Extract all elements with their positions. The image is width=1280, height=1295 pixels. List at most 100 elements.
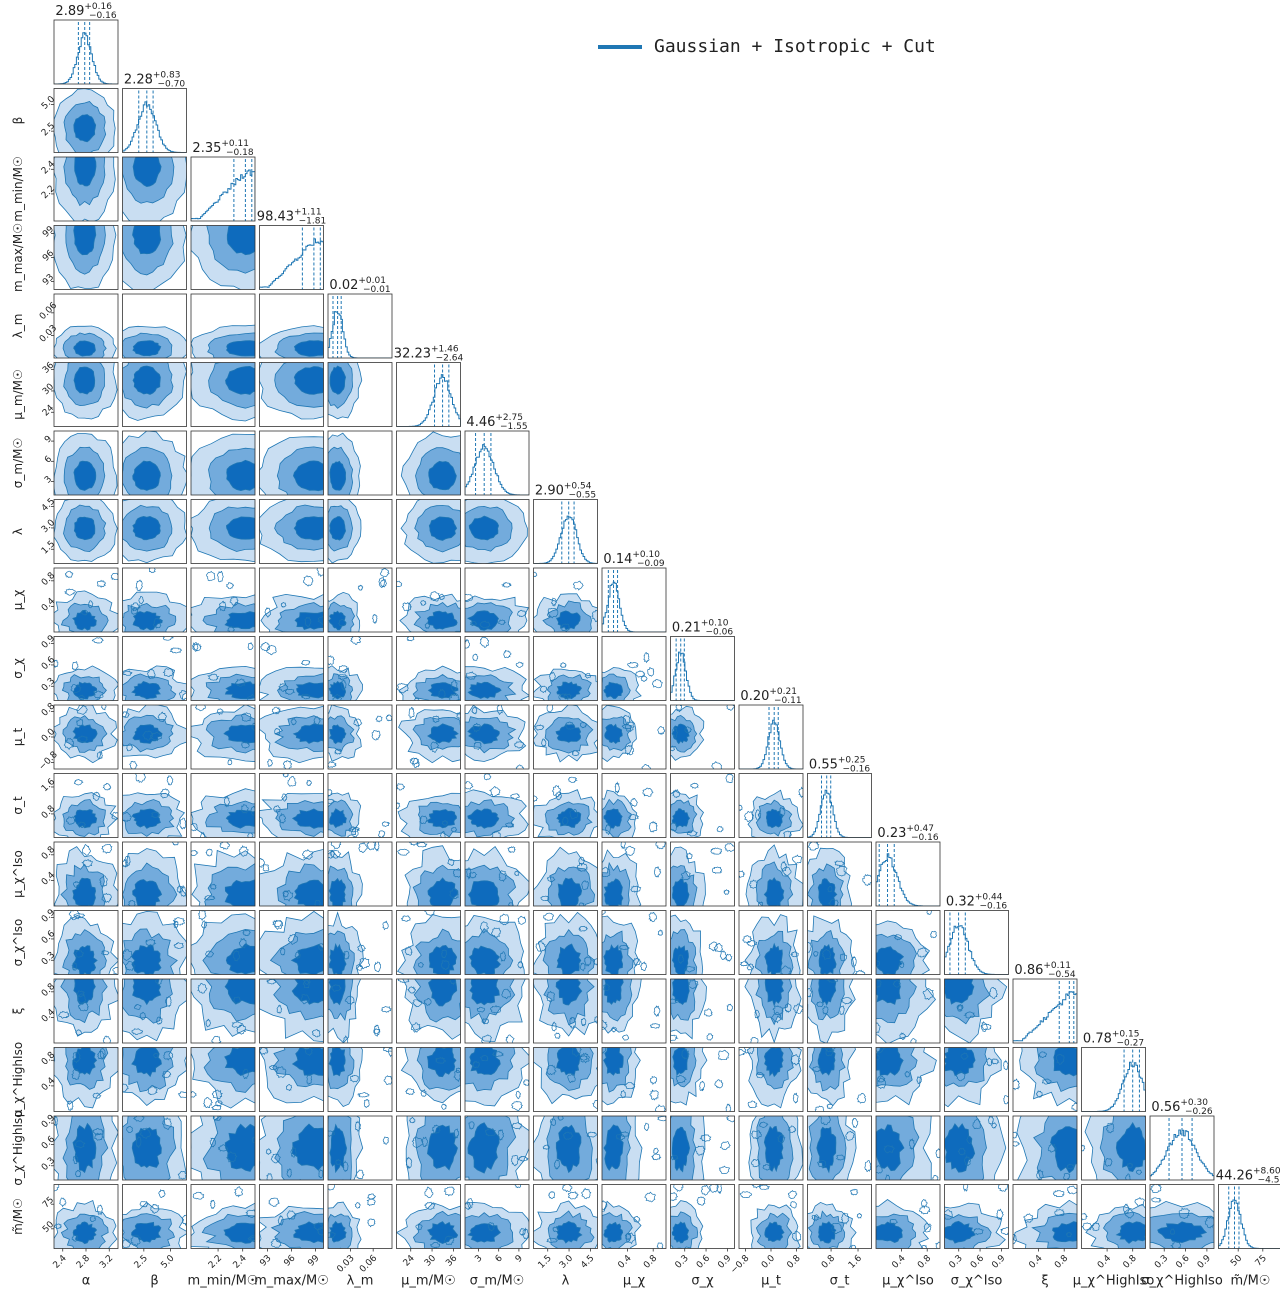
- contour-island: [989, 987, 998, 1000]
- contour-island: [191, 850, 199, 856]
- contour-island: [357, 944, 367, 953]
- contour-island: [75, 1029, 82, 1036]
- panel-lambda_m-m_max: [259, 293, 324, 359]
- contour-island: [301, 693, 312, 700]
- contour-island: [628, 814, 640, 821]
- contour-island: [487, 1222, 496, 1232]
- contours: [807, 979, 856, 1043]
- contour-island: [203, 1097, 213, 1109]
- contour-island: [657, 1116, 666, 1122]
- contour-island: [432, 715, 440, 723]
- x-tick-label-mu_m: 24: [402, 1253, 417, 1268]
- contour-island: [535, 941, 547, 952]
- panel-frame: [259, 704, 324, 770]
- contour-island: [234, 1186, 244, 1198]
- histogram-mu_t: [739, 719, 803, 769]
- contour-inner: [1050, 1126, 1077, 1174]
- contour-island: [81, 859, 94, 868]
- contour-island: [122, 949, 133, 961]
- y-axis-label-beta: β: [11, 117, 25, 125]
- x-axis-label-lambda_m: λ_m: [347, 1274, 374, 1289]
- contour-inner: [603, 1221, 624, 1243]
- contour-island: [798, 786, 803, 799]
- panel-mu_chi_iso-mu_t: [738, 841, 804, 907]
- contour-inner: [132, 460, 161, 491]
- contour-island: [922, 987, 934, 1001]
- contour-island: [541, 738, 547, 747]
- contour-inner: [291, 808, 324, 829]
- contours: [602, 705, 666, 769]
- contour-island: [690, 782, 699, 789]
- histogram-group: [807, 775, 872, 838]
- contour-island: [343, 1035, 349, 1043]
- panel-sigma_chi-sigma_m: [464, 636, 530, 701]
- histogram-group: [1013, 981, 1077, 1043]
- contour-island: [555, 791, 562, 801]
- contour-island: [441, 949, 447, 959]
- panel-mu_chi_highiso-m_max: [259, 1047, 324, 1112]
- contour-island: [129, 760, 138, 769]
- panel-sigma_chi_iso-sigma_chi: [670, 910, 735, 975]
- contour-island: [396, 580, 403, 588]
- contour-island: [620, 842, 626, 850]
- contour-island: [972, 1228, 984, 1236]
- contours: [122, 979, 187, 1042]
- contour-island: [791, 1230, 802, 1242]
- contour-island: [1170, 1241, 1182, 1249]
- contour-island: [684, 965, 696, 973]
- contour-island: [1036, 1169, 1044, 1180]
- contour-island: [480, 1054, 489, 1062]
- contours: [807, 1047, 866, 1112]
- contour-inner: [765, 808, 784, 829]
- contour-island: [334, 748, 343, 755]
- contour-island: [301, 659, 311, 666]
- contours: [122, 325, 187, 358]
- contour-island: [827, 898, 839, 906]
- contours: [876, 1047, 937, 1106]
- contour-inner: [428, 979, 458, 1007]
- panel-sigma_t-mu_t: [738, 773, 804, 838]
- contour-island: [207, 673, 220, 681]
- histogram-group: [259, 227, 324, 290]
- panel-frame: [122, 1184, 187, 1249]
- contour-island: [472, 1060, 481, 1069]
- contours: [122, 773, 187, 838]
- contours: [876, 910, 937, 975]
- x-tick-label-mu_chi_iso: 0.8: [916, 1253, 933, 1270]
- contour-island: [579, 962, 586, 972]
- contour-island: [649, 1075, 658, 1086]
- panel-frame: [327, 1047, 393, 1112]
- panel-sigma_m-beta: [122, 430, 187, 496]
- x-tick-label-mu_t: 0.0: [760, 1253, 777, 1270]
- contours: [670, 1184, 722, 1249]
- contours: [122, 568, 187, 632]
- panel-mu_chi_highiso-sigma_m: [464, 1047, 530, 1112]
- contour-island: [163, 1051, 174, 1061]
- contour-island: [490, 1004, 502, 1014]
- title-xi: 0.86+0.11 −0.54: [1014, 961, 1075, 980]
- panel-frame: [670, 841, 735, 907]
- panel-frame: [122, 567, 187, 633]
- contour-island: [622, 714, 631, 726]
- panel-frame: [533, 773, 598, 838]
- contour-island: [449, 888, 459, 899]
- contour-island: [876, 979, 882, 988]
- contour-island: [311, 1029, 321, 1038]
- contour-island: [135, 773, 146, 783]
- contour-inner: [467, 723, 500, 745]
- panel-frame: [670, 773, 735, 838]
- panel-mu_chi-sigma_m: [464, 567, 530, 633]
- contour-island: [517, 1156, 529, 1162]
- contour-island: [1124, 1173, 1131, 1180]
- contours: [944, 979, 1008, 1043]
- panel-frame: [533, 704, 598, 770]
- histogram-mu_m: [396, 374, 461, 427]
- contour-island: [546, 876, 556, 883]
- contour-island: [876, 1054, 880, 1061]
- contour-island: [579, 721, 587, 729]
- contour-island: [546, 1064, 557, 1076]
- contour-island: [624, 1081, 636, 1089]
- panel-frame: [190, 1047, 256, 1112]
- contours: [260, 568, 324, 632]
- contour-island: [72, 1155, 79, 1165]
